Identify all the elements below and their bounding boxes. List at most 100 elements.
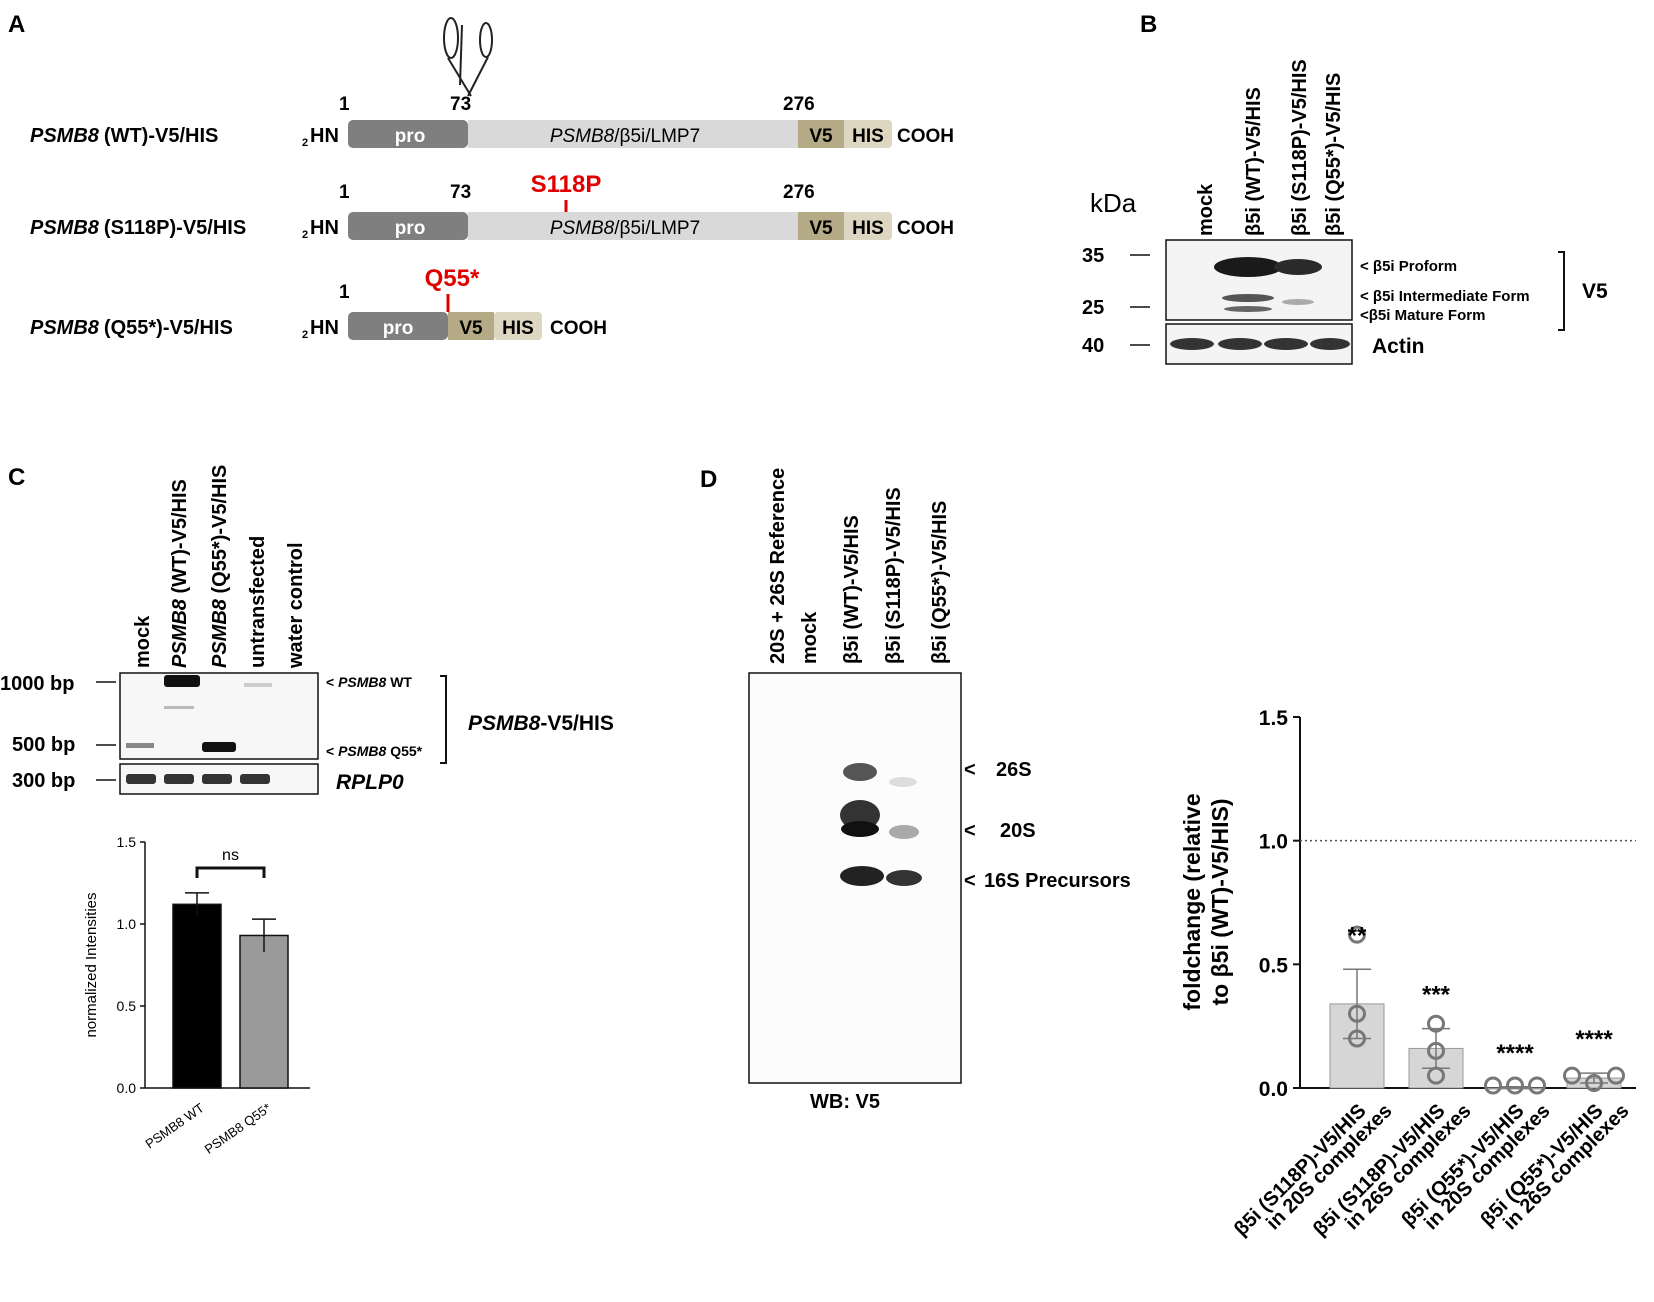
marker-35: 35 [1082,245,1104,267]
lane-label-gene: PSMB8 [169,598,191,668]
lane-label: β5i (WT)-V5/HIS [841,515,863,664]
lane-label: water control [285,542,307,669]
y-tick-label: 0.5 [117,998,137,1014]
arrow-26s: < [964,759,976,781]
v5-tag [798,120,844,148]
significance-label: ns [222,847,239,864]
lane-label: mock [1195,183,1217,236]
panel-letter-a: A [8,11,25,38]
beta5i-domain [468,120,848,148]
actin-band-4 [1310,338,1350,350]
nterm-subscript: 2 [302,229,308,241]
lane-label: PSMB8 (Q55*)-V5/HIS [209,465,231,668]
his-tag [844,120,892,148]
nterm-label: HN [310,125,339,147]
band-label-mature: <β5i Mature Form [1360,307,1485,324]
bar [172,903,222,1089]
data-point [1427,1041,1445,1060]
actin-band-1 [1170,338,1214,350]
band-label-intermediate: < β5i Intermediate Form [1360,288,1530,305]
lane-label: β5i (S118P)-V5/HIS [1289,59,1311,236]
y-axis-label-line-2: to β5i (WT)-V5/HIS) [1207,799,1233,1006]
beta5i-domain [468,212,848,240]
band-s118p-proform [1274,259,1322,275]
band-wt-mature [1224,306,1272,312]
construct-s118p: PSMB8 (S118P)-V5/HIS 2 HN pro PSMB8/β5i/L… [30,171,954,241]
lane-label: 20S + 26S Reference [767,468,789,664]
y-tick-label: 0.0 [1259,1078,1288,1101]
data-point [1427,1066,1445,1085]
position-276: 276 [783,94,815,115]
his-label: HIS [852,218,884,239]
position-73: 73 [450,94,471,115]
lane-label: mock [799,611,821,664]
data-point [1528,1076,1546,1095]
marker-1000bp: 1000 bp [0,673,74,695]
lane-label: β5i (S118P)-V5/HIS [883,487,905,664]
actin-label: Actin [1372,335,1425,358]
nterm-subscript: 2 [302,137,308,149]
pro-label: pro [395,218,426,239]
y-tick-label: 0.5 [1259,954,1289,977]
data-point [1348,1004,1366,1023]
rplp0-band-3 [202,774,232,784]
lane-label-text: mock [132,615,154,668]
his-tag [494,312,542,340]
band-wt-proform [1214,257,1282,277]
band-s118p-16s [886,870,922,886]
significance-stars: **** [1496,1040,1534,1067]
gel-band-q55 [202,742,236,752]
nterm-label: HN [310,217,339,239]
v5-tag [798,212,844,240]
significance-bracket [195,866,266,878]
position-1: 1 [339,182,350,203]
lane-label: β5i (Q55*)-V5/HIS [1323,73,1345,236]
data-point [1607,1066,1625,1085]
y-axis-label-line-1: foldchange (relative [1179,793,1205,1010]
v5-tag [448,312,494,340]
lane-label-text: (WT)-V5/HIS [169,479,191,599]
band-s118p-20s [889,825,919,839]
significance-stars: **** [1575,1026,1613,1053]
lane-label: mock [132,615,154,668]
band-label-26s: 26S [996,759,1032,781]
v5-label: V5 [809,218,833,239]
domain-label: PSMB8/β5i/LMP7 [550,126,700,147]
v5-blot-label: V5 [1582,280,1608,303]
marker-40: 40 [1082,335,1104,357]
data-point [1348,1029,1366,1048]
lane-label-gene: PSMB8 [209,598,231,668]
actin-band-3 [1264,338,1308,350]
scissors-icon [443,17,493,97]
pro-domain [348,212,468,240]
band-label-psmb8-wt: < PSMB8 WT [326,674,412,690]
y-tick-label: 1.0 [1259,831,1288,854]
panel-letter-b: B [1140,11,1157,38]
data-point [1585,1074,1603,1093]
position-276: 276 [783,182,815,203]
domain-label: PSMB8/β5i/LMP7 [550,218,700,239]
v5-label: V5 [809,126,833,147]
pro-domain [348,312,448,340]
x-tick-label: PSMB8 WT [142,1100,206,1151]
marker-25: 25 [1082,297,1104,319]
v5-bracket [1558,251,1565,331]
band-label-psmb8-q55: < PSMB8 Q55* [326,743,423,759]
y-tick-label: 1.5 [1259,707,1289,730]
marker-500bp: 500 bp [12,734,75,756]
panel-b-lane-labels: mock β5i (WT)-V5/HIS β5i (S118P)-V5/HIS β5i… [1195,59,1345,236]
panel-c-lane-labels: mock PSMB8 (WT)-V5/HIS PSMB8 (Q55*)-V5/HIS… [132,465,307,669]
band-wt-16s [840,866,884,886]
data-point [1563,1066,1581,1085]
pro-label: pro [395,126,426,147]
chart-normalized-intensities: 0.0 0.5 1.0 1.5 normalized Intensities PSMB8 … [83,834,310,1157]
arrow-16s: < [964,870,976,892]
lane-label-text: water control [285,542,307,669]
group-label-psmb8: PSMB8-V5/HIS [468,712,614,735]
lane-label-text: untransfected [247,536,269,668]
band-wt-20s [841,821,879,837]
pcr-bracket [440,675,447,764]
lane-label: β5i (Q55*)-V5/HIS [929,501,951,664]
